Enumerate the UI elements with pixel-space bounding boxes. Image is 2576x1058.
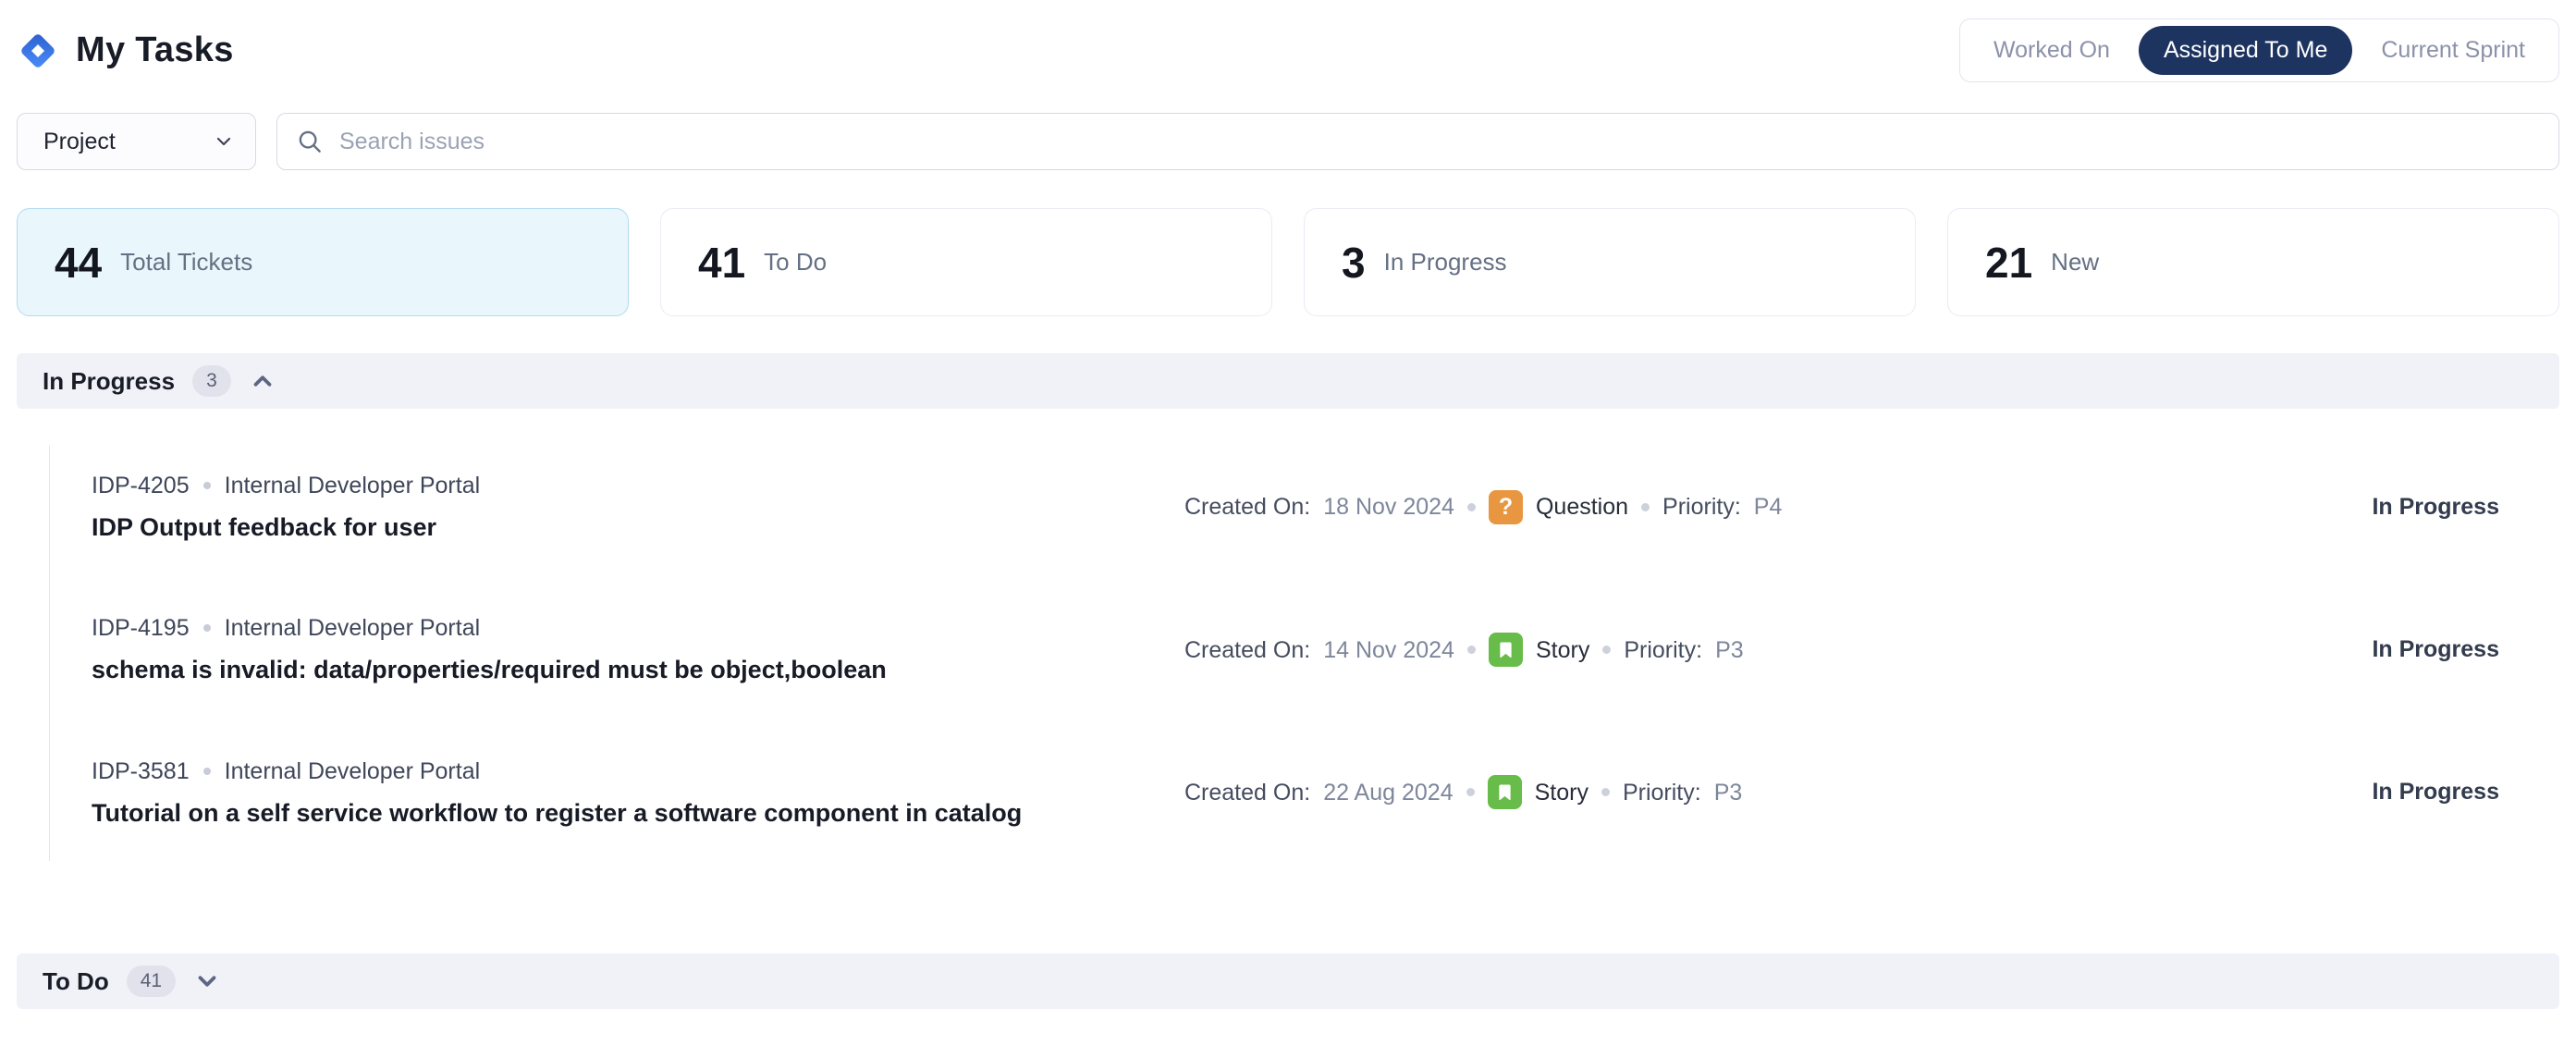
issue-type-label: Question bbox=[1535, 494, 1629, 521]
stat-card-new[interactable]: 21 New bbox=[1947, 208, 2559, 316]
section-to-do[interactable]: To Do 41 bbox=[17, 953, 2559, 1010]
task-main: IDP-4205 Internal Developer Portal IDP O… bbox=[92, 472, 1184, 542]
tab-label: Worked On bbox=[1993, 37, 2110, 63]
task-key-line: IDP-4205 Internal Developer Portal bbox=[92, 472, 1147, 499]
section-count-badge: 3 bbox=[192, 365, 231, 397]
priority-label: Priority: bbox=[1662, 494, 1741, 521]
priority-label: Priority: bbox=[1624, 636, 1703, 663]
search-icon bbox=[299, 130, 321, 153]
brand: My Tasks bbox=[17, 30, 234, 72]
created-on-label: Created On: bbox=[1184, 636, 1311, 663]
priority-value: P3 bbox=[1713, 779, 1743, 806]
tab-label: Current Sprint bbox=[2381, 37, 2525, 63]
issue-type-label: Story bbox=[1535, 636, 1590, 663]
separator-dot bbox=[202, 624, 211, 633]
header: My Tasks Worked On Assigned To Me Curren… bbox=[17, 18, 2559, 82]
stat-value: 3 bbox=[1342, 238, 1366, 287]
task-main: IDP-4195 Internal Developer Portal schem… bbox=[92, 614, 1184, 684]
task-row[interactable]: IDP-4195 Internal Developer Portal schem… bbox=[92, 614, 2559, 684]
separator-dot bbox=[202, 767, 211, 775]
task-status: In Progress bbox=[2372, 779, 2499, 806]
priority-value: P4 bbox=[1753, 494, 1783, 521]
story-icon bbox=[1488, 633, 1523, 668]
stat-label: Total Tickets bbox=[120, 248, 253, 276]
task-project: Internal Developer Portal bbox=[224, 473, 481, 498]
created-on-value: 22 Aug 2024 bbox=[1323, 779, 1454, 806]
stat-value: 44 bbox=[55, 238, 103, 287]
app-logo-icon bbox=[21, 33, 55, 68]
stat-card-to-do[interactable]: 41 To Do bbox=[660, 208, 1272, 316]
project-dropdown[interactable]: Project bbox=[17, 113, 256, 170]
tab-current-sprint[interactable]: Current Sprint bbox=[2356, 26, 2550, 75]
separator-dot bbox=[1601, 788, 1610, 797]
task-key: IDP-4205 bbox=[92, 473, 190, 498]
section-title: To Do bbox=[43, 966, 109, 995]
stat-value: 21 bbox=[1985, 238, 2033, 287]
task-key: IDP-4195 bbox=[92, 615, 190, 642]
tab-worked-on[interactable]: Worked On bbox=[1969, 26, 2135, 75]
section-count-badge: 41 bbox=[126, 966, 177, 998]
separator-dot bbox=[1466, 646, 1476, 655]
task-list: IDP-4205 Internal Developer Portal IDP O… bbox=[49, 446, 2559, 862]
task-meta: Created On: 22 Aug 2024 Story Priority: … bbox=[1184, 775, 2372, 810]
created-on-value: 14 Nov 2024 bbox=[1323, 636, 1454, 663]
task-title: Tutorial on a self service workflow to r… bbox=[92, 798, 1023, 827]
task-key-line: IDP-3581 Internal Developer Portal bbox=[92, 757, 1147, 785]
stat-label: To Do bbox=[764, 248, 828, 276]
created-on-label: Created On: bbox=[1184, 494, 1311, 521]
separator-dot bbox=[202, 482, 211, 489]
task-project: Internal Developer Portal bbox=[224, 615, 481, 642]
stat-label: New bbox=[2051, 248, 2100, 276]
task-project: Internal Developer Portal bbox=[224, 757, 481, 784]
view-tabs: Worked On Assigned To Me Current Sprint bbox=[1958, 18, 2559, 82]
tab-assigned-to-me[interactable]: Assigned To Me bbox=[2138, 26, 2353, 75]
separator-dot bbox=[1602, 646, 1612, 655]
project-dropdown-label: Project bbox=[43, 128, 116, 154]
page-title: My Tasks bbox=[76, 31, 234, 69]
search-input[interactable] bbox=[339, 128, 2540, 155]
section-title: In Progress bbox=[43, 366, 176, 395]
task-meta: Created On: 18 Nov 2024 Question Priorit… bbox=[1184, 489, 2372, 524]
separator-dot bbox=[1466, 788, 1475, 797]
stat-label: In Progress bbox=[1383, 248, 1507, 276]
stat-card-total-tickets[interactable]: 44 Total Tickets bbox=[17, 208, 629, 316]
created-on-label: Created On: bbox=[1184, 779, 1311, 806]
separator-dot bbox=[1466, 502, 1476, 511]
question-glyph bbox=[1499, 493, 1513, 521]
task-title: schema is invalid: data/properties/requi… bbox=[92, 656, 887, 684]
task-title: IDP Output feedback for user bbox=[92, 513, 437, 541]
task-row[interactable]: IDP-3581 Internal Developer Portal Tutor… bbox=[92, 757, 2559, 828]
search-box bbox=[276, 113, 2559, 170]
task-row[interactable]: IDP-4205 Internal Developer Portal IDP O… bbox=[92, 472, 2559, 542]
stat-value: 41 bbox=[698, 238, 746, 287]
task-status: In Progress bbox=[2372, 493, 2499, 520]
task-status: In Progress bbox=[2372, 636, 2499, 663]
task-main: IDP-3581 Internal Developer Portal Tutor… bbox=[92, 757, 1184, 828]
priority-label: Priority: bbox=[1622, 779, 1701, 806]
chevron-up-icon[interactable] bbox=[249, 367, 276, 395]
story-icon bbox=[1487, 775, 1522, 810]
created-on-value: 18 Nov 2024 bbox=[1323, 494, 1454, 521]
filter-bar: Project bbox=[17, 113, 2559, 170]
bookmark-glyph bbox=[1500, 642, 1512, 658]
issue-type-label: Story bbox=[1534, 779, 1589, 806]
section-in-progress[interactable]: In Progress 3 bbox=[17, 353, 2559, 409]
stat-cards: 44 Total Tickets 41 To Do 3 In Progress … bbox=[17, 208, 2559, 316]
chevron-down-icon bbox=[216, 137, 231, 146]
bookmark-glyph bbox=[1498, 784, 1511, 801]
stat-card-in-progress[interactable]: 3 In Progress bbox=[1304, 208, 1916, 316]
task-key: IDP-3581 bbox=[92, 757, 190, 784]
priority-value: P3 bbox=[1715, 636, 1744, 663]
question-icon bbox=[1488, 489, 1523, 524]
separator-dot bbox=[1641, 502, 1650, 511]
tab-label: Assigned To Me bbox=[2163, 37, 2328, 63]
chevron-down-icon[interactable] bbox=[193, 967, 221, 995]
task-meta: Created On: 14 Nov 2024 Story Priority: … bbox=[1184, 633, 2372, 668]
task-key-line: IDP-4195 Internal Developer Portal bbox=[92, 614, 1147, 642]
